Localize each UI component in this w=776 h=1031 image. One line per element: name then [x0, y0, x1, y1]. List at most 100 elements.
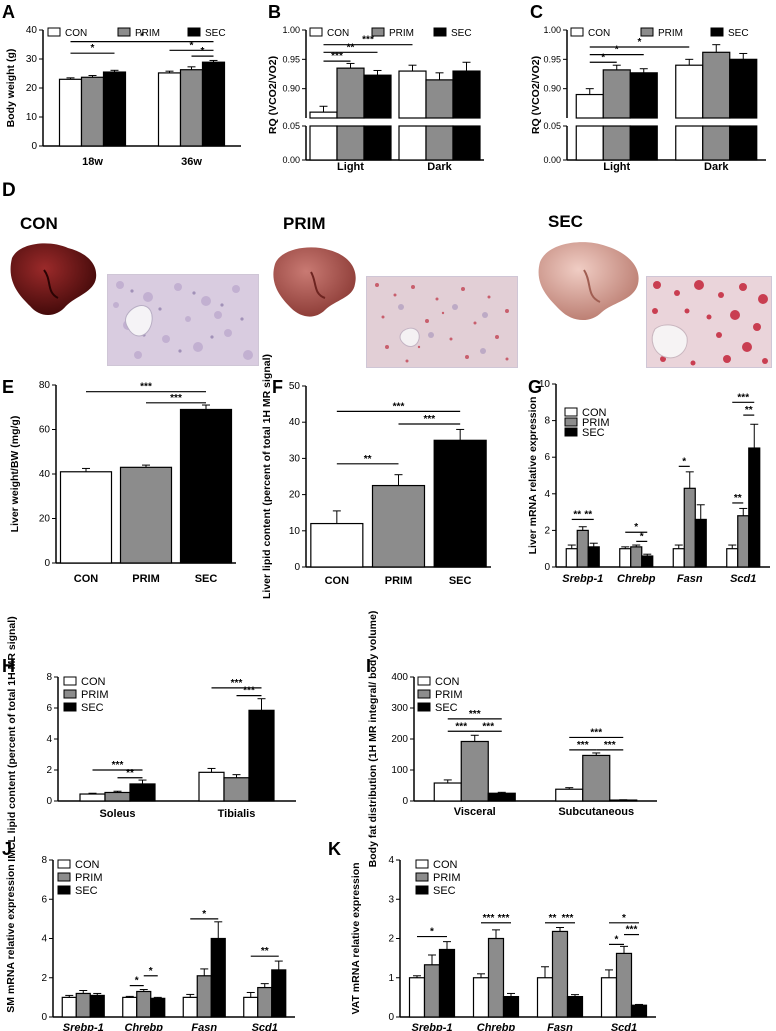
bar-prim-scd1: [615, 952, 633, 1018]
bar-stub-sec-dark: [452, 125, 481, 161]
y-tick-label: 0: [402, 796, 408, 807]
sig-2-stars: *: [634, 522, 638, 533]
legend-label-prim: PRIM: [582, 417, 610, 429]
y-tick-label: 8: [41, 855, 47, 866]
y-tick-label: 50: [289, 381, 301, 392]
y-tick-label: 4: [46, 734, 52, 745]
sig-1-stars: *: [190, 40, 194, 51]
bar-con-chrebp: [472, 977, 490, 1018]
bar-con-light: [309, 111, 338, 119]
bar-con-srebp1: [408, 977, 426, 1018]
sig-0-stars: *: [601, 52, 605, 63]
y-tick-label: 0: [294, 562, 300, 573]
panel-d-letter: D: [2, 180, 16, 201]
panel-letter-b: B: [268, 2, 281, 22]
bar-sec-fasn: [566, 995, 584, 1018]
bar-prim-prim: [371, 484, 426, 568]
legend-label-sec: SEC: [451, 28, 472, 39]
x-category-label: Dark: [427, 161, 452, 173]
legend-label-con: CON: [582, 407, 607, 419]
sig-1-stars: ***: [483, 913, 495, 924]
legend-swatch-sec: [433, 27, 447, 37]
bar-con-18w: [58, 78, 83, 147]
legend-swatch-prim: [371, 27, 385, 37]
panel-letter-c: C: [530, 2, 543, 22]
bar-prim-subcutaneous: [582, 754, 611, 802]
bar-sec-light: [629, 72, 658, 119]
bar-sec-chrebp: [641, 555, 654, 568]
bar-con-fasn: [536, 977, 554, 1018]
bar-sec-light: [363, 74, 392, 119]
bar-con-dark: [675, 64, 704, 119]
legend-swatch-prim: [63, 689, 77, 699]
bar-sec-scd1: [748, 447, 761, 568]
sig-2-stars: *: [638, 37, 642, 48]
x-category-label: Subcutaneous: [558, 806, 634, 818]
sig-0-stars: **: [364, 454, 372, 465]
sig-7-stars: **: [745, 405, 753, 416]
y-tick-label: 200: [391, 734, 408, 745]
bar-con-fasn: [672, 548, 685, 568]
sig-5-stars: ***: [604, 740, 616, 751]
y-axis-label: VAT mRNA relative expression: [350, 862, 362, 1014]
liver-photo-con: [10, 243, 97, 315]
bar-con-con: [59, 471, 113, 564]
bar-prim-dark: [425, 79, 454, 119]
bar-con-srebp1: [565, 548, 578, 568]
y-tick-label: 4: [388, 855, 394, 866]
y-tick-label: 60: [39, 425, 51, 436]
x-category-label: Dark: [704, 161, 729, 173]
y-axis-label: IMCL lipid content (percent of total 1H …: [6, 616, 18, 861]
y-tick-label: 0.05: [282, 121, 300, 131]
panel-letter-g: G: [528, 377, 542, 397]
bar-prim-fasn: [551, 930, 569, 1018]
x-category-label: PRIM: [132, 573, 160, 585]
panel-d-label-prim: PRIM: [283, 214, 326, 233]
x-category-label: Srebp-1: [412, 1022, 453, 1031]
y-tick-label: 0: [46, 796, 52, 807]
sig-2-stars: ***: [498, 913, 510, 924]
legend-label-prim: PRIM: [658, 28, 683, 39]
x-category-label: 36w: [181, 156, 202, 168]
histology-con: [107, 274, 259, 366]
liver-photo-prim: [273, 247, 356, 317]
chart-e: E 0 20 40 60 80 CON PRIM SEC *** *** Liver weight/B…: [2, 377, 236, 585]
bar-sec-scd1: [630, 1004, 648, 1018]
legend-label-con: CON: [433, 859, 458, 871]
sig-1-stars: **: [347, 42, 355, 53]
y-tick-label: 2: [388, 934, 394, 945]
bar-sec-soleus: [129, 783, 156, 802]
y-axis-label: RQ (VCO2/VO2): [267, 56, 279, 134]
y-axis-label: RQ (VCO2/VO2): [530, 56, 542, 134]
x-category-label: Light: [337, 161, 364, 173]
sig-1-stars: **: [584, 509, 592, 520]
panel-d-label-sec: SEC: [548, 212, 583, 231]
panel-letter-h: H: [2, 656, 15, 676]
y-tick-label: 30: [26, 54, 38, 65]
sig-1-stars: ***: [393, 401, 405, 412]
panel-letter-a: A: [2, 2, 15, 22]
bar-sec-chrebp: [150, 997, 166, 1018]
sig-0-stars: ***: [331, 51, 343, 62]
bar-con-scd1: [600, 977, 618, 1018]
bar-con-visceral: [433, 782, 462, 802]
bar-stub-sec-light: [629, 125, 658, 161]
legend-label-prim: PRIM: [433, 872, 461, 884]
legend-swatch-con: [309, 27, 323, 37]
bar-prim-scd1: [257, 986, 273, 1018]
legend-swatch-sec: [417, 702, 431, 712]
x-category-label: Fasn: [547, 1022, 573, 1031]
legend-label-con: CON: [65, 28, 87, 39]
bar-prim-light: [602, 69, 631, 119]
bar-sec-srebp1: [587, 546, 600, 568]
sig-4-stars: ***: [590, 727, 602, 738]
bar-sec-fasn: [210, 937, 226, 1018]
legend-label-sec: SEC: [728, 28, 749, 39]
sig-6-stars: ***: [737, 392, 749, 403]
sig-2-stars: ***: [362, 35, 374, 46]
bar-con-dark: [398, 70, 427, 119]
legend-swatch-con: [47, 27, 61, 37]
